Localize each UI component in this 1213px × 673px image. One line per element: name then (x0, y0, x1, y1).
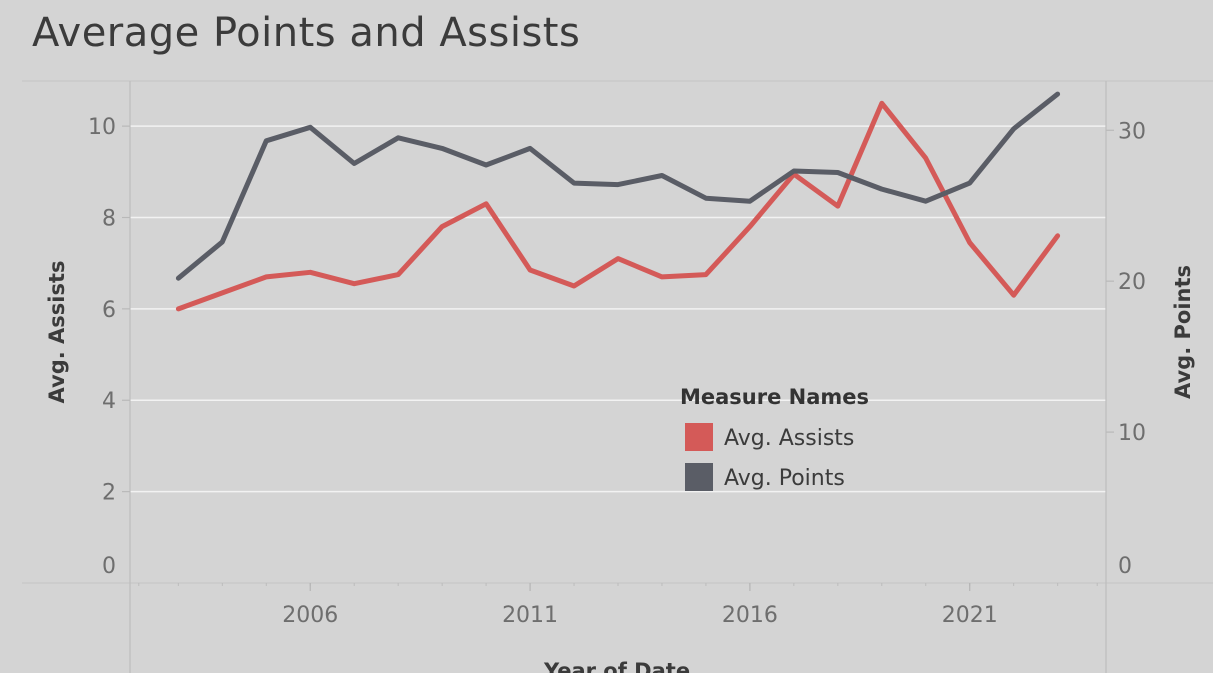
x-tick-label: 2021 (942, 603, 998, 628)
y-left-tick-label: 10 (88, 115, 116, 140)
legend: Measure Names Avg. Assists Avg. Points (680, 385, 869, 491)
x-tick-label: 2006 (282, 603, 338, 628)
x-tick-label: 2016 (722, 603, 778, 628)
y-left-tick-label: 4 (102, 389, 116, 414)
y-left-tick-label: 6 (102, 298, 116, 323)
chart-title: Average Points and Assists (32, 10, 581, 56)
y-axis-left-title: Avg. Assists (45, 260, 69, 403)
y-right-tick-label: 10 (1118, 421, 1146, 446)
x-axis-title: Year of Date (543, 659, 690, 673)
x-tick-label: 2011 (502, 603, 558, 628)
legend-swatch-points (685, 463, 713, 491)
series-layer (175, 91, 1061, 312)
y-left-tick-label: 0 (102, 554, 116, 579)
legend-swatch-assists (685, 423, 713, 451)
y-right-tick-label: 0 (1118, 554, 1132, 579)
series-line-points (175, 91, 1061, 281)
y-left-tick-label: 2 (102, 481, 116, 506)
grid-layer (130, 125, 1106, 493)
series-line-assists (175, 100, 1061, 312)
legend-title: Measure Names (680, 385, 869, 409)
y-right-tick-label: 30 (1118, 119, 1146, 144)
ticks-layer: 0 2 4 6 8 10 0 10 20 30 2006 2011 2016 2021 (88, 115, 1146, 628)
y-right-tick-label: 20 (1118, 270, 1146, 295)
y-left-tick-label: 8 (102, 206, 116, 231)
legend-item-assists[interactable]: Avg. Assists (685, 423, 854, 451)
legend-label-assists: Avg. Assists (724, 426, 854, 451)
legend-item-points[interactable]: Avg. Points (685, 463, 845, 491)
legend-label-points: Avg. Points (724, 466, 845, 491)
y-axis-right-title: Avg. Points (1171, 265, 1195, 399)
